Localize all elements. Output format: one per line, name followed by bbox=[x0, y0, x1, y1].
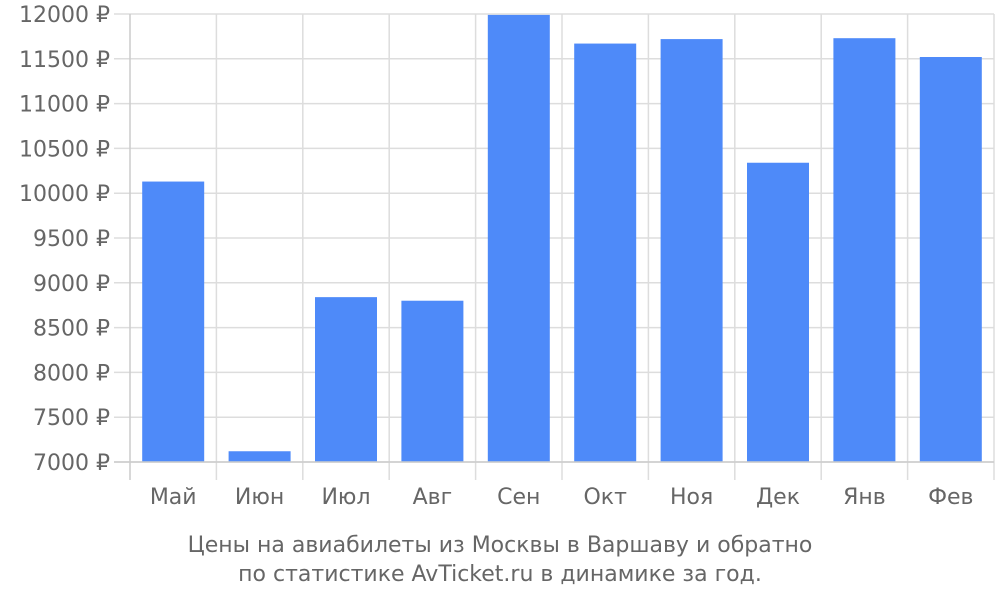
x-tick-label: Окт bbox=[583, 485, 627, 510]
bar bbox=[142, 181, 205, 462]
bar bbox=[487, 14, 550, 463]
y-tick-label: 8000 ₽ bbox=[33, 361, 110, 386]
y-tick-label: 11000 ₽ bbox=[19, 93, 110, 118]
y-tick-label: 11500 ₽ bbox=[19, 48, 110, 73]
y-tick-label: 10000 ₽ bbox=[19, 182, 110, 207]
chart-caption-line-1: Цены на авиабилеты из Москвы в Варшаву и… bbox=[187, 533, 813, 558]
bar bbox=[574, 43, 637, 463]
gridlines bbox=[114, 13, 995, 480]
x-tick-label: Ноя bbox=[670, 485, 713, 510]
x-tick-label: Сен bbox=[497, 485, 540, 510]
y-tick-label: 9000 ₽ bbox=[33, 272, 110, 297]
chart-caption-line-2: по статистике AvTicket.ru в динамике за … bbox=[238, 562, 762, 587]
x-tick-label: Июл bbox=[321, 485, 370, 510]
bar bbox=[919, 57, 982, 463]
bar bbox=[660, 39, 723, 462]
bars bbox=[142, 14, 982, 463]
x-tick-label: Дек bbox=[756, 485, 800, 510]
x-tick-label: Фев bbox=[928, 485, 973, 510]
bar bbox=[228, 451, 291, 462]
axes bbox=[114, 461, 995, 480]
x-tick-label: Авг bbox=[413, 485, 453, 510]
bar bbox=[401, 300, 464, 462]
y-tick-label: 12000 ₽ bbox=[19, 3, 110, 28]
x-tick-labels: Май Июн Июл Авг Сен Окт Ноя Дек Янв Фев bbox=[150, 485, 974, 510]
y-tick-labels: 7000 ₽ 7500 ₽ 8000 ₽ 8500 ₽ 9000 ₽ 9500 ₽ 1000… bbox=[19, 3, 110, 476]
bar bbox=[833, 38, 896, 462]
y-tick-label: 9500 ₽ bbox=[33, 227, 110, 252]
y-tick-label: 7500 ₽ bbox=[33, 406, 110, 431]
y-tick-label: 8500 ₽ bbox=[33, 317, 110, 342]
y-tick-label: 10500 ₽ bbox=[19, 137, 110, 162]
x-tick-label: Июн bbox=[235, 485, 284, 510]
x-tick-label: Янв bbox=[843, 485, 886, 510]
y-tick-label: 7000 ₽ bbox=[33, 451, 110, 476]
x-tick-label: Май bbox=[150, 485, 197, 510]
bar bbox=[747, 162, 809, 462]
bar bbox=[315, 297, 377, 462]
